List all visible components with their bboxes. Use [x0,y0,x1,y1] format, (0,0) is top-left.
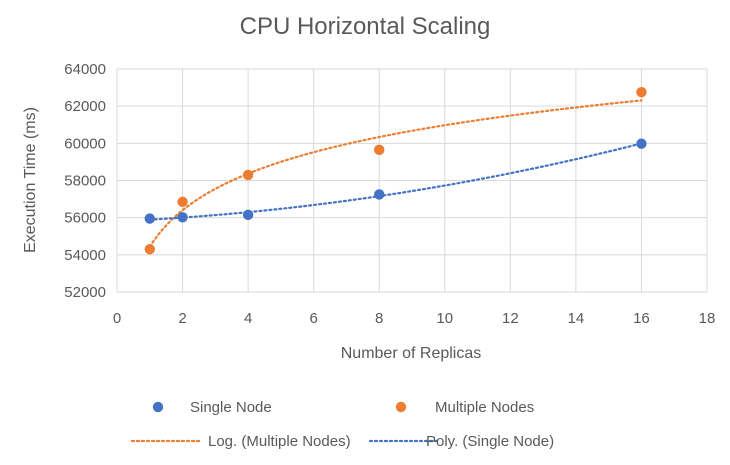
y-tick-label: 58000 [64,173,106,190]
multiple-nodes-point [636,87,647,98]
y-tick-label: 60000 [64,135,106,152]
single-node-point [242,209,254,221]
chart-title: CPU Horizontal Scaling [240,13,491,40]
data-points [144,87,647,255]
single-node-point [144,213,155,224]
x-tick-label: 14 [568,310,585,327]
y-tick-label: 54000 [64,247,106,264]
multiple-nodes-point [144,244,155,255]
y-tick-label: 52000 [64,284,106,301]
y-tick-label: 64000 [64,61,106,78]
x-tick-label: 6 [309,310,317,327]
tick-labels: 0 2 4 6 8 10 12 14 16 18 52000 54000 56000 58000 60000… [64,61,715,327]
single-node-point [177,212,188,223]
x-tick-label: 0 [113,310,121,327]
poly-single-node-trendline [148,142,643,221]
trendlines [148,99,643,248]
x-axis-title: Number of Replicas [341,345,482,362]
multiple-nodes-point [374,144,385,156]
single-node-point [636,138,647,149]
single-node-point [374,189,385,200]
x-tick-label: 16 [633,310,650,327]
x-tick-label: 18 [699,310,716,327]
x-tick-label: 12 [502,310,519,327]
log-multiple-nodes-legend-label: Log. (Multiple Nodes) [208,433,351,450]
x-tick-label: 8 [375,310,383,327]
poly-single-node-legend-label: Poly. (Single Node) [426,433,554,450]
log-multiple-nodes-trendline [148,99,643,248]
x-tick-label: 10 [436,310,453,327]
y-axis-title: Execution Time (ms) [22,107,39,253]
single-node-legend-label: Single Node [190,399,272,416]
y-tick-label: 56000 [64,210,106,227]
multiple-nodes-legend-marker [395,401,407,413]
single-node-legend-marker [152,401,164,413]
multiple-nodes-legend-label: Multiple Nodes [435,399,534,416]
multiple-nodes-point [177,196,188,208]
y-tick-label: 62000 [64,98,106,115]
legend: Single Node Multiple Nodes Log. (Multiple … [130,399,554,450]
x-tick-label: 2 [178,310,186,327]
multiple-nodes-point [242,169,254,181]
x-tick-label: 4 [244,310,252,327]
grid-lines [116,68,708,293]
